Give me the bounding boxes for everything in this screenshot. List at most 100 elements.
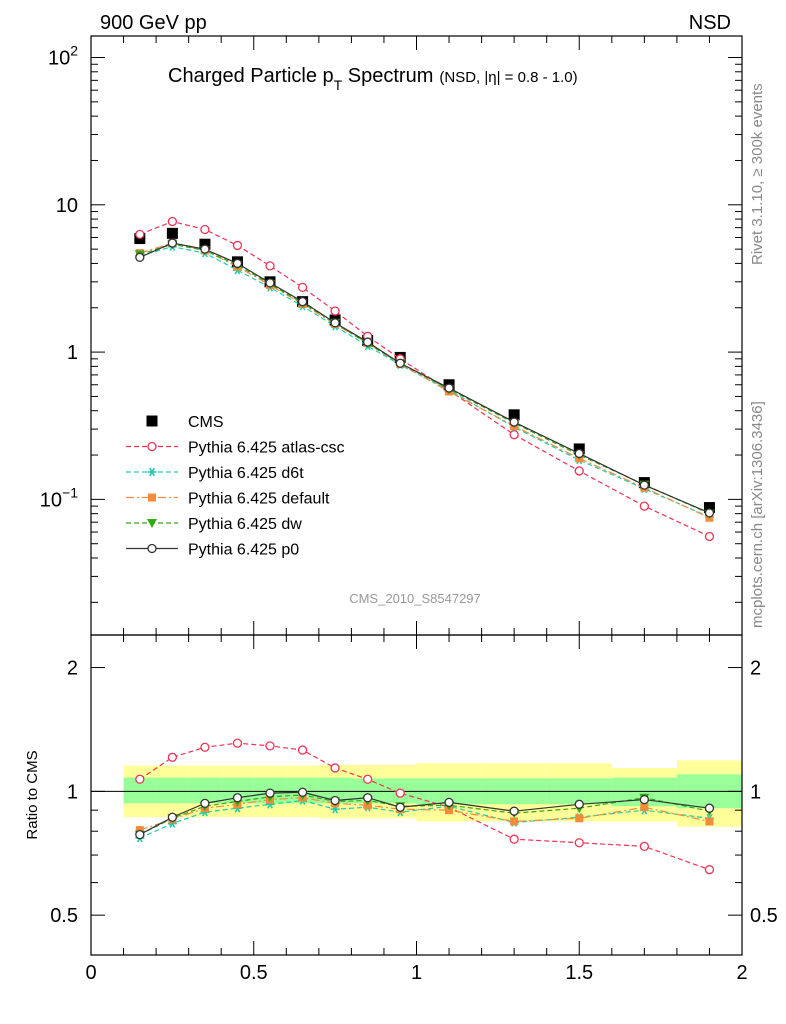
x-tick-label: 1.5 bbox=[565, 962, 593, 984]
main-point bbox=[135, 252, 145, 262]
main-point bbox=[330, 318, 340, 328]
ratio-point bbox=[363, 774, 373, 784]
legend-marker bbox=[147, 467, 157, 477]
chart-title: Charged Particle pT Spectrum (NSD, |η| = … bbox=[168, 65, 578, 93]
ratio-point bbox=[640, 803, 649, 812]
main-point bbox=[232, 240, 243, 251]
main-point bbox=[639, 501, 649, 511]
legend-label: Pythia 6.425 p0 bbox=[188, 542, 299, 559]
ratio-y-tick-label: 1 bbox=[67, 781, 78, 803]
legend-marker bbox=[147, 441, 157, 452]
main-point bbox=[704, 531, 715, 542]
ratio-series-line bbox=[139, 791, 710, 836]
main-point bbox=[703, 502, 715, 514]
main-series-5 bbox=[135, 238, 715, 518]
ratio-point bbox=[705, 817, 714, 826]
ratio-point bbox=[509, 806, 519, 816]
legend-label: Pythia 6.425 d6t bbox=[188, 465, 304, 482]
main-point bbox=[297, 282, 308, 293]
ratio-point bbox=[167, 812, 178, 822]
main-series-line bbox=[139, 243, 710, 515]
legend: CMS Pythia 6.425 atlas-csc Pythia 6.425 d6… bbox=[126, 414, 345, 559]
collision-label: 900 GeV pp bbox=[100, 12, 207, 34]
ratio-point bbox=[232, 793, 243, 803]
main-point bbox=[167, 216, 178, 227]
main-point bbox=[200, 224, 210, 235]
ratio-point bbox=[510, 817, 519, 826]
ratio-point bbox=[363, 793, 373, 803]
main-point bbox=[167, 238, 178, 248]
main-point bbox=[232, 258, 243, 269]
ratio-point bbox=[330, 763, 340, 773]
ratio-band-stat bbox=[156, 777, 189, 804]
main-series-layer bbox=[134, 216, 715, 542]
legend-item: Pythia 6.425 atlas-csc bbox=[126, 440, 345, 457]
legend-marker bbox=[147, 519, 157, 528]
main-point bbox=[639, 480, 649, 490]
ratio-y-tick-label: 2 bbox=[67, 658, 78, 680]
main-point bbox=[509, 430, 519, 440]
main-axis-ticks: 10−1 1 10 102 bbox=[40, 36, 743, 635]
legend-marker bbox=[148, 493, 156, 502]
ratio-y-tick-label-right: 2 bbox=[750, 658, 761, 680]
ratio-point bbox=[574, 838, 584, 848]
legend-item: Pythia 6.425 p0 bbox=[126, 542, 299, 559]
main-y-tick-label: 10−1 bbox=[40, 484, 78, 511]
ratio-y-tick-label-right: 0.5 bbox=[750, 905, 778, 927]
legend-marker bbox=[146, 415, 158, 427]
main-point bbox=[135, 229, 145, 240]
ratio-point bbox=[444, 797, 454, 808]
ratio-frame bbox=[90, 634, 743, 956]
ratio-point bbox=[265, 741, 275, 751]
main-point bbox=[265, 278, 275, 288]
legend-label: Pythia 6.425 atlas-csc bbox=[188, 440, 345, 457]
ratio-point bbox=[574, 799, 584, 809]
main-point bbox=[166, 227, 178, 239]
analysis-watermark: CMS_2010_S8547297 bbox=[349, 591, 481, 606]
ratio-y-axis-label: Ratio to CMS bbox=[24, 750, 41, 839]
main-point bbox=[330, 306, 340, 316]
ratio-series-line bbox=[139, 742, 710, 871]
main-series-line bbox=[139, 242, 710, 514]
ratio-series-4 bbox=[135, 787, 715, 840]
main-point bbox=[199, 238, 211, 250]
ratio-point bbox=[330, 795, 340, 806]
ratio-series-line bbox=[139, 794, 710, 836]
main-point bbox=[395, 358, 405, 368]
ratio-point bbox=[639, 841, 649, 851]
ratio-point bbox=[232, 738, 243, 748]
ratio-point bbox=[639, 794, 649, 805]
ratio-point bbox=[297, 745, 308, 755]
ratio-point bbox=[135, 774, 145, 784]
ratio-point bbox=[704, 865, 715, 875]
main-point bbox=[200, 244, 210, 254]
x-tick-label: 1 bbox=[411, 962, 422, 984]
ratio-axis-ticks: 0.5 0.5 1 1 2 2 0 0.5 1 1.5 2 bbox=[50, 635, 778, 984]
ratio-point bbox=[200, 742, 210, 752]
main-point bbox=[363, 337, 373, 347]
ratio-panel: 0.5 0.5 1 1 2 2 0 0.5 1 1.5 2 Ratio to CMS bbox=[24, 634, 778, 984]
ratio-y-tick-label: 0.5 bbox=[50, 905, 78, 927]
ratio-point bbox=[135, 829, 145, 840]
main-y-tick-label: 10 bbox=[56, 195, 78, 217]
main-point bbox=[265, 261, 275, 271]
main-point bbox=[574, 448, 584, 459]
legend-item: Pythia 6.425 default bbox=[126, 491, 330, 508]
x-tick-label: 0.5 bbox=[240, 962, 268, 984]
main-point bbox=[509, 417, 519, 427]
main-y-tick-label: 102 bbox=[48, 43, 78, 70]
ratio-point bbox=[509, 834, 519, 844]
main-y-tick-label: 1 bbox=[67, 342, 78, 364]
x-tick-label: 0 bbox=[85, 962, 96, 984]
ratio-point bbox=[167, 752, 178, 762]
main-panel: 10−1 1 10 102 Charged Particle pT Spectrum(… bbox=[40, 35, 743, 636]
main-point bbox=[297, 297, 308, 307]
ratio-point bbox=[395, 788, 405, 798]
legend-item: CMS bbox=[146, 414, 224, 431]
main-point bbox=[444, 383, 454, 393]
main-point bbox=[704, 508, 715, 518]
ratio-point bbox=[265, 788, 275, 798]
legend-item: Pythia 6.425 dw bbox=[126, 516, 302, 533]
mcplots-label: mcplots.cern.ch [arXiv:1306.3436] bbox=[749, 401, 766, 628]
